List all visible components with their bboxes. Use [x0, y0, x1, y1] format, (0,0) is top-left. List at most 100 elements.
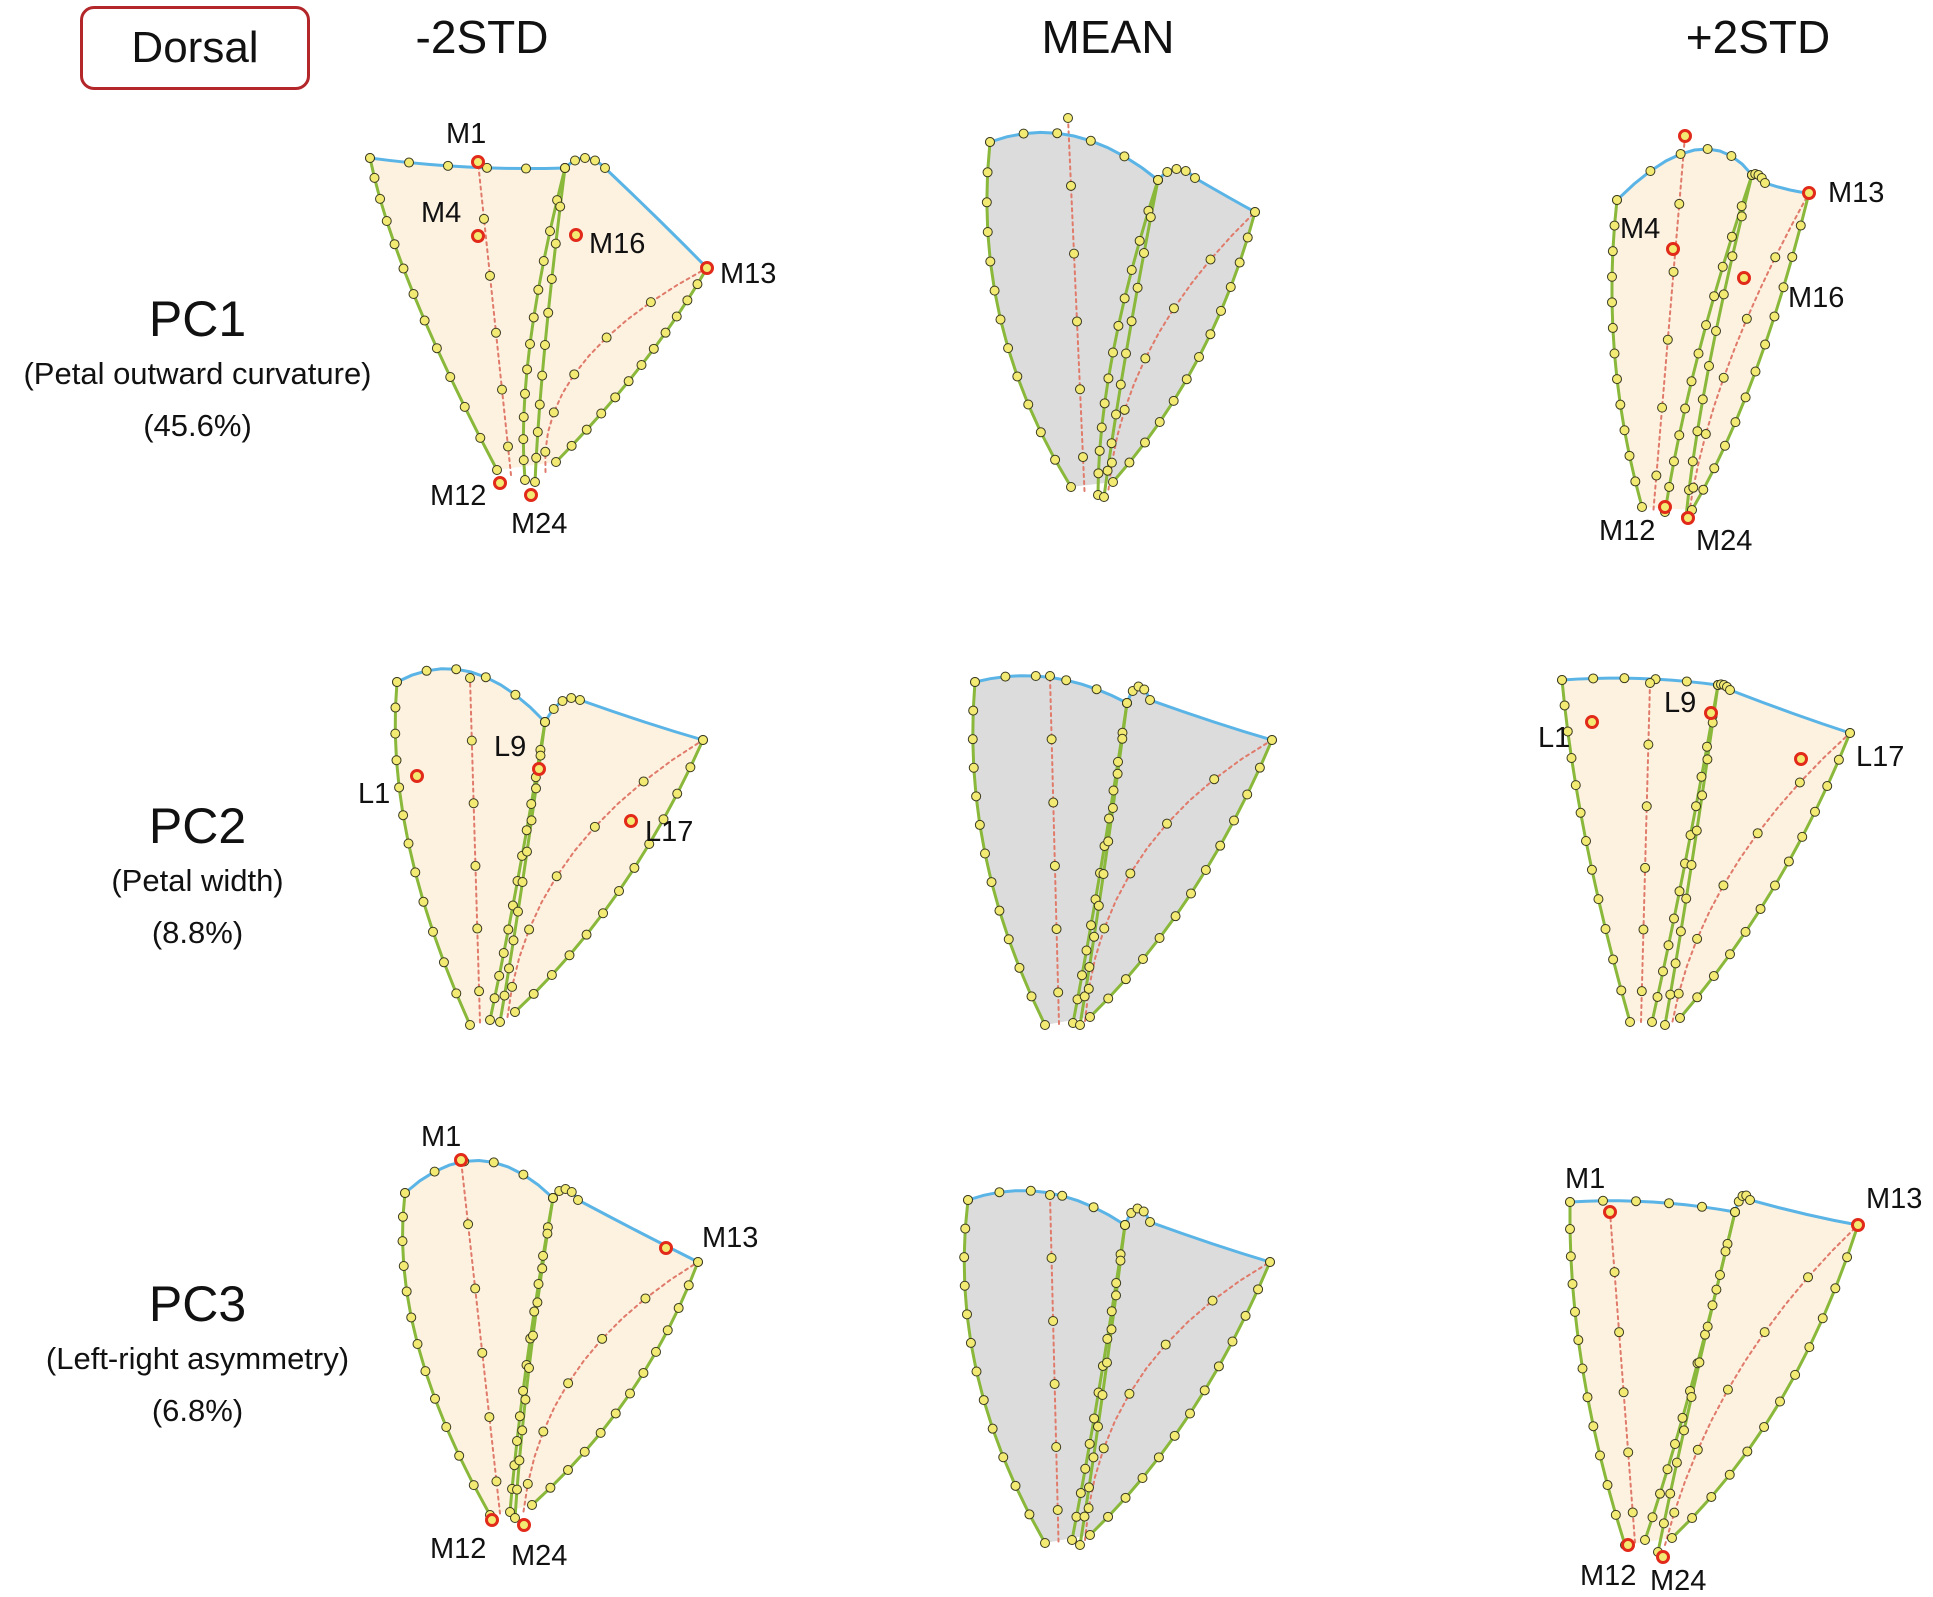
landmark-point	[491, 1476, 502, 1487]
landmark-point	[1161, 818, 1172, 829]
landmark-point	[974, 819, 985, 830]
landmark-point	[392, 677, 402, 687]
landmark-point	[1139, 684, 1150, 695]
landmark-point	[421, 665, 432, 676]
landmark-point	[1619, 425, 1630, 436]
landmark-point	[1727, 251, 1738, 262]
midline-right	[1688, 192, 1810, 515]
landmark-point	[685, 762, 696, 773]
landmark-point	[1000, 671, 1011, 682]
landmark-point	[1003, 343, 1014, 354]
landmark-point	[1229, 815, 1239, 826]
landmark-point	[1803, 1272, 1814, 1283]
landmark-point	[692, 279, 703, 290]
landmark-label-m12: M12	[1580, 1560, 1636, 1592]
landmark-point	[419, 315, 430, 326]
landmark-point	[1113, 756, 1123, 767]
landmark-point	[1665, 1488, 1676, 1499]
landmark-point	[1686, 860, 1697, 870]
landmark-point	[551, 871, 562, 882]
landmark-point	[1692, 1444, 1703, 1455]
landmark-point	[538, 1426, 549, 1437]
landmark-point	[398, 263, 409, 274]
landmark-point	[595, 1427, 606, 1438]
petal-shape-pc1-plus	[1607, 129, 1816, 525]
landmark-point	[497, 384, 507, 395]
landmark-point	[1154, 933, 1165, 943]
landmark-point	[381, 216, 392, 226]
landmark-point	[1804, 1342, 1815, 1353]
landmark-point	[1126, 316, 1137, 327]
landmark-point	[1640, 1535, 1650, 1545]
landmark-point	[1012, 371, 1023, 382]
landmark-highlight	[517, 1518, 531, 1532]
landmark-point	[610, 1408, 621, 1419]
landmark-point	[1582, 1392, 1593, 1403]
midline-right	[544, 267, 708, 473]
landmark-point	[1096, 422, 1107, 433]
landmark-point	[1614, 1327, 1625, 1338]
landmark-point	[1619, 673, 1630, 684]
landmark-label-m24: M24	[511, 508, 567, 540]
landmark-point	[1631, 1196, 1641, 1207]
landmark-point	[1066, 482, 1076, 492]
landmark-point	[398, 1261, 409, 1271]
landmark-point	[1089, 1413, 1100, 1424]
landmark-label-m4: M4	[1620, 213, 1660, 245]
landmark-point	[468, 1480, 479, 1491]
landmark-label-m12: M12	[430, 480, 486, 512]
landmark-point	[987, 1423, 998, 1434]
landmark-point	[1124, 457, 1135, 468]
landmark-point	[530, 477, 540, 487]
landmark-point	[1718, 880, 1729, 891]
landmark-point	[1720, 440, 1730, 451]
landmark-point	[563, 1378, 574, 1389]
landmark-point	[638, 776, 649, 787]
landmark-point	[564, 950, 575, 961]
landmark-point	[1153, 175, 1163, 185]
landmark-highlight	[1656, 1550, 1670, 1564]
landmark-point	[1778, 282, 1789, 293]
landmark-point	[651, 1346, 661, 1357]
landmark-point	[1565, 1224, 1575, 1235]
landmark-point	[1845, 728, 1855, 738]
landmark-point	[1681, 676, 1692, 687]
landmark-point	[1609, 1267, 1620, 1278]
landmark-point	[1608, 954, 1619, 965]
landmark-label-m24: M24	[1696, 525, 1752, 557]
landmark-point	[529, 1306, 540, 1317]
landmark-point	[682, 295, 693, 306]
landmark-point	[1697, 1201, 1707, 1212]
landmark-point	[438, 957, 449, 968]
landmark-point	[521, 825, 532, 836]
landmark-point	[569, 369, 580, 380]
landmark-point	[1079, 1511, 1090, 1522]
landmark-point	[1199, 1385, 1210, 1396]
landmark-point	[1694, 1357, 1705, 1368]
pc1-description: (Petal outward curvature)	[23, 356, 372, 391]
landmark-point	[1234, 257, 1245, 268]
landmark-point	[1119, 151, 1130, 162]
landmark-point	[1842, 1252, 1853, 1263]
landmark-point	[1697, 394, 1708, 405]
midline-right	[1664, 1224, 1859, 1546]
landmark-point	[537, 1263, 548, 1274]
landmark-highlight	[485, 1513, 499, 1527]
landmark-point	[1668, 266, 1679, 277]
landmark-point	[1671, 1457, 1682, 1468]
landmark-point	[1168, 303, 1179, 314]
landmark-point	[1586, 864, 1597, 875]
landmark-point	[1227, 1336, 1238, 1347]
landmark-point	[533, 1279, 544, 1289]
landmark-label-m12: M12	[430, 1533, 486, 1565]
landmark-point	[1607, 246, 1618, 257]
landmark-point	[1124, 1388, 1135, 1399]
landmark-point	[542, 1228, 553, 1239]
landmark-point	[1588, 673, 1599, 684]
landmark-point	[518, 412, 529, 422]
landmark-point	[463, 1219, 474, 1230]
landmark-point	[1711, 1284, 1722, 1295]
landmark-point	[522, 846, 532, 857]
landmark-point	[1675, 149, 1686, 159]
landmark-point	[1103, 836, 1114, 847]
